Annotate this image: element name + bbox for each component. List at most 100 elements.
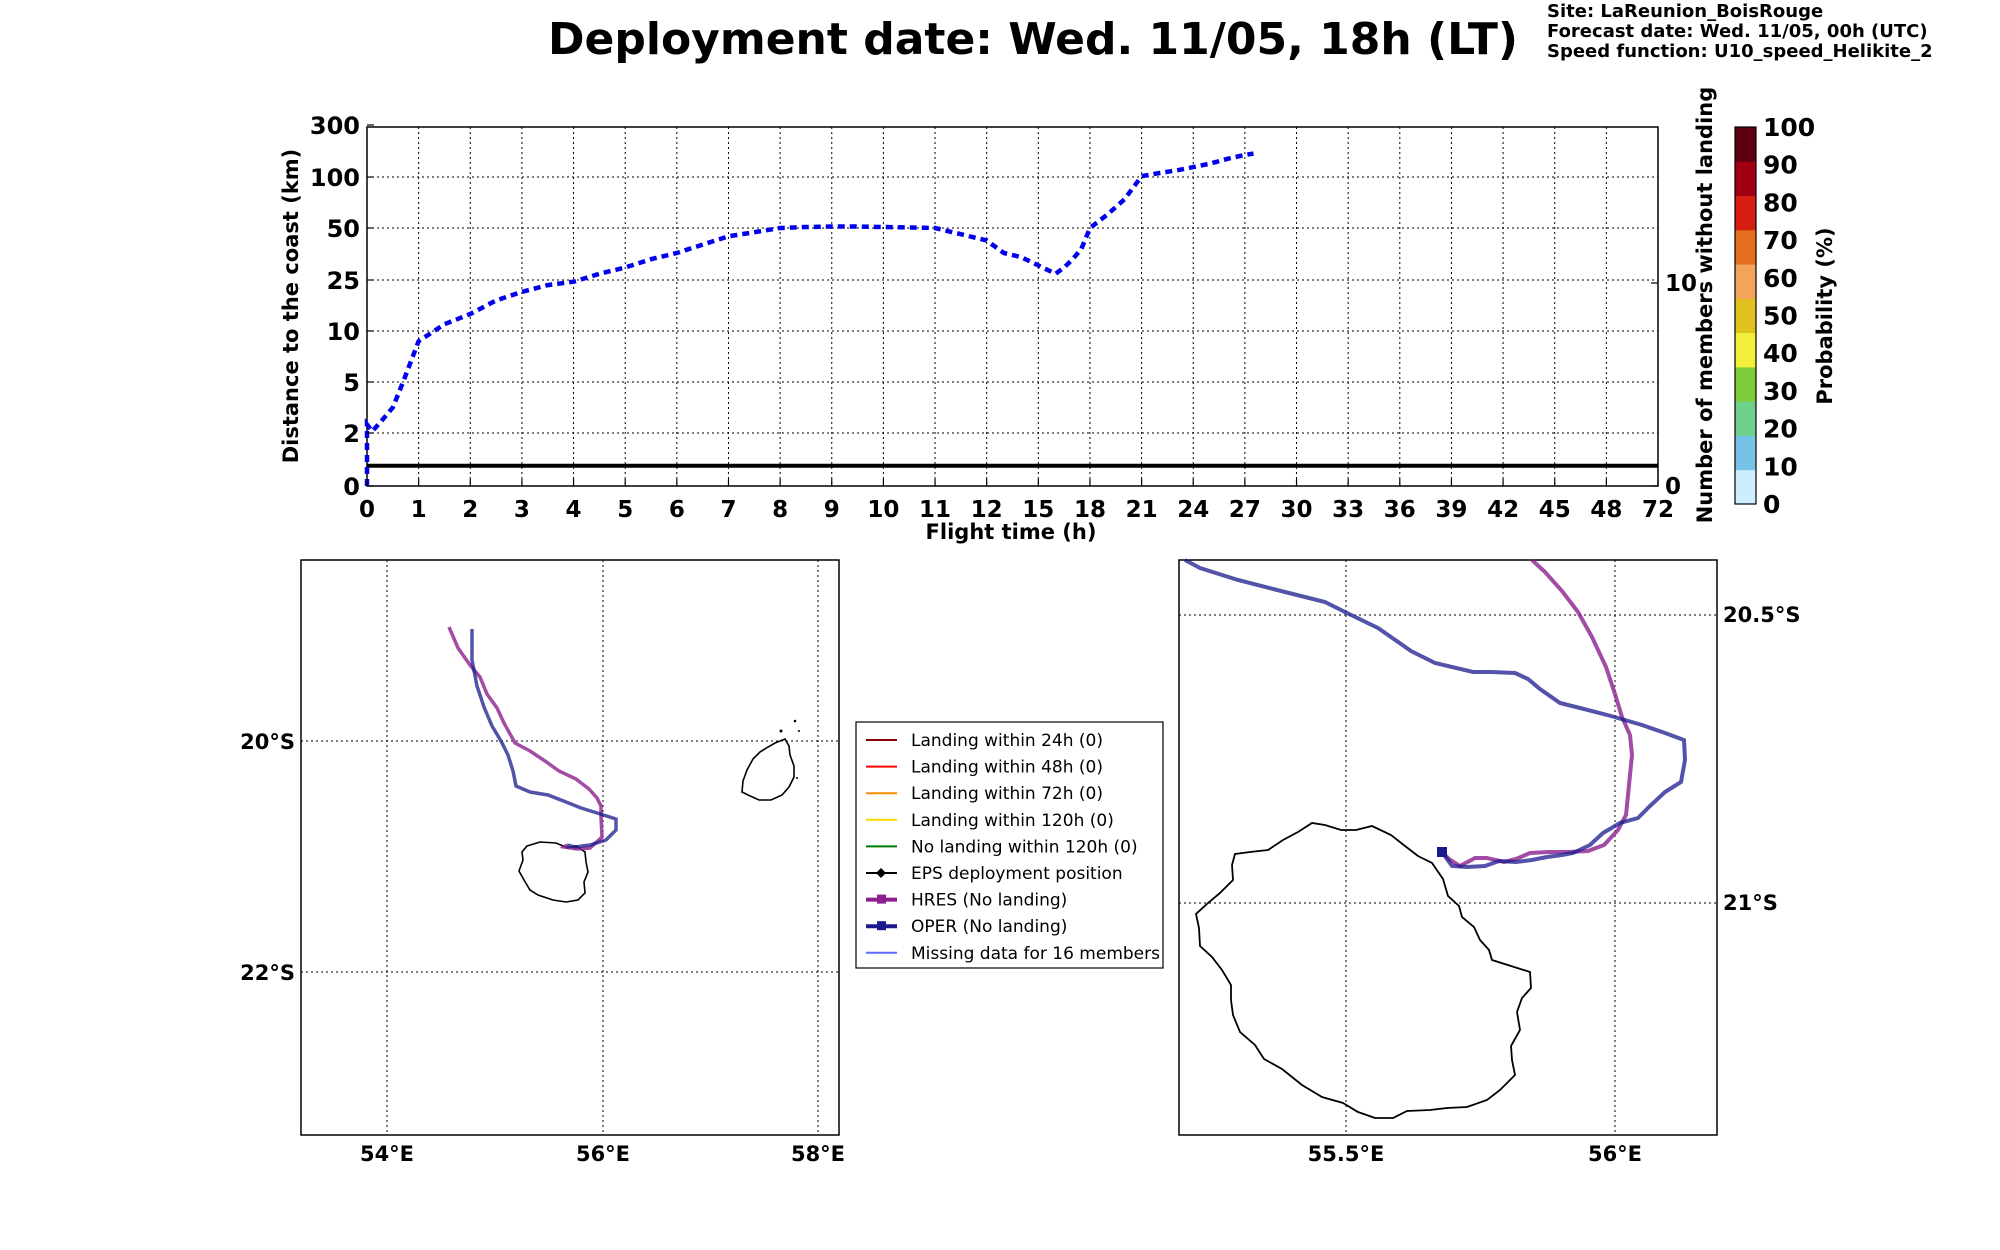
probability-colorbar: 0 10 20 30 40 50 60 70 80 90 100 Probability (%): [1734, 113, 1837, 519]
x-tick-label: 45: [1539, 497, 1571, 523]
x-tick-label: 10: [867, 497, 899, 523]
square-icon: [877, 894, 886, 904]
x-tick-label: 11: [919, 497, 951, 523]
colorbar-cell: [1735, 401, 1756, 436]
diamond-icon: [876, 868, 886, 878]
left-map-lon-58: 58°E: [791, 1142, 845, 1166]
mauritius-islets: [779, 719, 800, 779]
map-tick-labels: 54°E 56°E 58°E 20°S 22°S 55.5°E 56°E 20.…: [240, 603, 1800, 1166]
legend-item: HRES (No landing): [866, 891, 1067, 911]
distance-chart-grid: [367, 127, 1658, 486]
legend-label: Landing within 120h (0): [911, 811, 1114, 831]
x-tick-label: 39: [1435, 497, 1467, 523]
legend: Landing within 24h (0) Landing within 48h…: [855, 721, 1164, 969]
left-map-lon-56: 56°E: [576, 1142, 630, 1166]
colorbar-ticks: 0 10 20 30 40 50 60 70 80 90 100: [1763, 113, 1815, 519]
left-map-lat-20: 20°S: [240, 730, 295, 754]
right-map-lon-56: 56°E: [1588, 1142, 1642, 1166]
x-tick-label: 36: [1384, 497, 1416, 523]
legend-label: OPER (No landing): [911, 917, 1067, 937]
colorbar-tick-label: 20: [1763, 415, 1798, 444]
x-tick-label: 48: [1590, 497, 1622, 523]
colorbar-tick-label: 100: [1763, 113, 1815, 142]
right-map-lon-555: 55.5°E: [1308, 1142, 1385, 1166]
members-ticks: 0 10: [1651, 271, 1697, 500]
x-tick-label: 3: [514, 497, 530, 523]
legend-item: OPER (No landing): [866, 917, 1067, 937]
colorbar-cell: [1735, 298, 1756, 334]
legend-item: Landing within 48h (0): [866, 758, 1103, 778]
x-tick-label: 15: [1022, 497, 1054, 523]
y2-tick-label: 0: [1665, 474, 1681, 500]
legend-item: Landing within 24h (0): [866, 731, 1103, 751]
x-tick-label: 9: [824, 497, 840, 523]
legend-label: Landing within 24h (0): [911, 731, 1103, 751]
colorbar-cell: [1735, 469, 1756, 505]
colorbar-cell: [1735, 435, 1756, 471]
y-tick-label: 2: [343, 420, 360, 448]
y2-axis-label: Number of members without landing: [1693, 87, 1717, 524]
legend-item: Landing within 72h (0): [866, 784, 1103, 804]
y-tick-label: 50: [327, 215, 360, 243]
x-tick-label: 0: [359, 497, 375, 523]
x-tick-label: 7: [720, 497, 736, 523]
oper-trajectory-detail: [1184, 558, 1688, 870]
colorbar-cell: [1735, 332, 1756, 368]
x-tick-label: 33: [1332, 497, 1364, 523]
colorbar-tick-label: 80: [1763, 188, 1798, 217]
flight-time-ticks: 0 1 2 3 4 5 6 7 8 9 10 11 12 15 18 21 24 27 30 33 36 39 42 45 48…: [359, 479, 1674, 523]
x-tick-label: 42: [1487, 497, 1519, 523]
oper-trajectory: [470, 629, 618, 849]
legend-item: EPS deployment position: [866, 864, 1123, 884]
mauritius-coastline: [741, 737, 795, 801]
legend-label: HRES (No landing): [911, 891, 1067, 911]
x-tick-label: 21: [1126, 497, 1158, 523]
x-tick-label: 2: [462, 497, 478, 523]
y2-tick-label: 10: [1665, 271, 1697, 297]
x-tick-label: 1: [411, 497, 427, 523]
legend-label: Missing data for 16 members: [911, 944, 1160, 964]
zoomed-map-frame: [1178, 559, 1718, 1136]
right-map-lat-205: 20.5°S: [1723, 603, 1800, 627]
square-icon: [877, 921, 886, 931]
right-map-lat-21: 21°S: [1723, 891, 1778, 915]
colorbar-cell: [1735, 366, 1756, 402]
x-axis-label: Flight time (h): [926, 520, 1097, 544]
y-tick-label: 25: [327, 267, 360, 295]
colorbar-label: Probability (%): [1813, 227, 1837, 404]
y-tick-label: 300: [310, 112, 360, 140]
legend-label: No landing within 120h (0): [911, 837, 1138, 857]
distance-to-coast-line: [364, 151, 1254, 486]
deployment-position-marker: [1437, 847, 1447, 857]
colorbar-tick-label: 0: [1763, 490, 1780, 519]
zoomed-map: [1178, 558, 1718, 1136]
x-tick-label: 27: [1229, 497, 1261, 523]
x-tick-label: 30: [1281, 497, 1313, 523]
x-tick-label: 72: [1642, 497, 1674, 523]
colorbar-cell: [1735, 229, 1756, 265]
legend-item: No landing within 120h (0): [866, 837, 1138, 857]
site-label: Site: LaReunion_BoisRouge: [1547, 1, 1824, 22]
distance-chart-frame: [366, 126, 1659, 487]
colorbar-cell: [1735, 264, 1756, 299]
y-tick-label: 10: [327, 318, 360, 346]
x-tick-label: 5: [617, 497, 633, 523]
colorbar-tick-label: 40: [1763, 339, 1798, 368]
zoomed-map-gridlines: [1179, 560, 1717, 1135]
legend-label: Landing within 72h (0): [911, 784, 1103, 804]
left-map-lon-54: 54°E: [360, 1142, 414, 1166]
legend-label: EPS deployment position: [911, 864, 1123, 884]
y-tick-label: 0: [343, 473, 360, 501]
colorbar-tick-label: 30: [1763, 377, 1798, 406]
x-tick-label: 12: [971, 497, 1003, 523]
legend-label: Landing within 48h (0): [911, 758, 1103, 778]
x-tick-label: 4: [566, 497, 582, 523]
colorbar-tick-label: 70: [1763, 226, 1798, 255]
distance-chart: 0 1 2 3 4 5 6 7 8 9 10 11 12 15 18 21 24 27 30 33 36 39 42 45 48…: [279, 87, 1717, 544]
x-tick-label: 8: [772, 497, 788, 523]
speed-function-label: Speed function: U10_speed_Helikite_2: [1547, 41, 1933, 62]
colorbar-cell: [1735, 195, 1756, 231]
y-axis-label: Distance to the coast (km): [279, 149, 303, 464]
